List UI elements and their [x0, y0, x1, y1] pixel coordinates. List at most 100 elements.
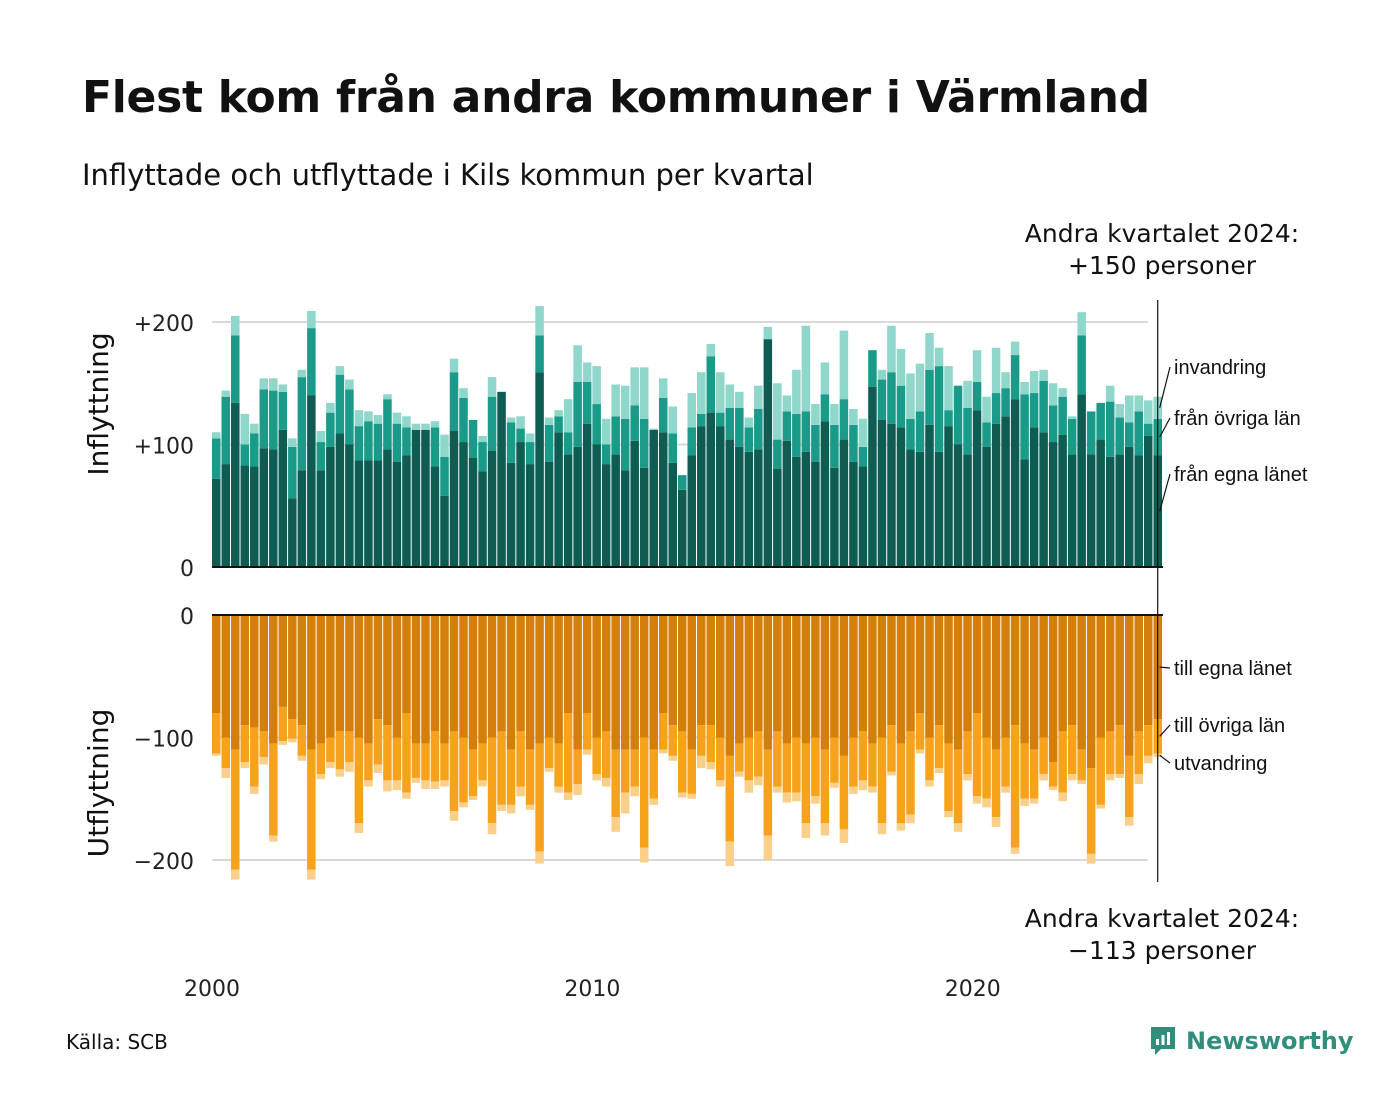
bar-in-other-counties — [811, 424, 820, 462]
callout-inflow-line2: +150 personer — [1068, 251, 1256, 280]
bar-out-other-counties — [411, 743, 421, 778]
bar-in-own-county — [421, 429, 430, 567]
series-label-top: från egna länet — [1174, 464, 1308, 486]
bar-in-own-county — [963, 454, 972, 567]
bar-in-own-county — [611, 454, 620, 567]
source-note: Källa: SCB — [66, 1030, 168, 1054]
y-axis-title-bottom: Utflyttning — [82, 709, 115, 858]
bar-out-emigration — [706, 762, 716, 770]
bar-out-own-county — [1143, 615, 1153, 726]
bar-in-immigration — [402, 416, 411, 428]
annotation-leader-top — [1159, 473, 1171, 512]
bar-in-other-counties — [744, 427, 754, 452]
bar-out-own-county — [925, 615, 934, 738]
bar-out-own-county — [392, 615, 402, 738]
bar-out-own-county — [1067, 615, 1077, 726]
bar-out-emigration — [1086, 853, 1096, 864]
bar-out-emigration — [383, 780, 392, 792]
bar-out-other-counties — [354, 737, 364, 824]
bar-in-other-counties — [1010, 355, 1020, 400]
bar-in-immigration — [573, 345, 582, 383]
bar-in-own-county — [1105, 456, 1115, 567]
bar-out-other-counties — [392, 737, 402, 781]
bar-in-immigration — [1020, 382, 1029, 395]
bar-in-own-county — [535, 372, 544, 567]
bar-in-other-counties — [402, 427, 411, 456]
bar-in-own-county — [1096, 439, 1105, 567]
bar-in-own-county — [335, 433, 345, 567]
bar-in-other-counties — [1105, 401, 1115, 457]
bar-out-other-counties — [563, 713, 573, 793]
bar-out-emigration — [773, 786, 782, 793]
bar-in-immigration — [963, 380, 972, 408]
bar-out-other-counties — [677, 731, 687, 793]
bar-out-other-counties — [991, 749, 1001, 818]
bar-in-own-county — [687, 455, 697, 567]
bar-in-other-counties — [1039, 380, 1048, 433]
bar-in-other-counties — [1029, 393, 1039, 428]
bar-in-immigration — [925, 333, 934, 370]
bar-out-emigration — [307, 869, 316, 880]
bar-out-own-county — [1096, 615, 1105, 738]
bar-out-other-counties — [1029, 749, 1039, 799]
bar-out-emigration — [582, 749, 592, 755]
bar-out-other-counties — [944, 743, 953, 812]
bar-out-own-county — [345, 615, 354, 732]
bar-out-own-county — [525, 615, 535, 750]
bar-in-immigration — [221, 390, 231, 397]
bar-out-other-counties — [735, 743, 744, 772]
bar-out-emigration — [250, 786, 259, 794]
bar-in-immigration — [1143, 400, 1153, 424]
bar-out-other-counties — [972, 713, 982, 797]
bar-in-immigration — [478, 435, 487, 443]
bar-in-other-counties — [639, 418, 649, 468]
bar-in-other-counties — [373, 423, 383, 461]
bar-out-other-counties — [1048, 762, 1058, 787]
bar-in-other-counties — [440, 456, 449, 496]
y-axis-title-top: Inflyttning — [82, 332, 115, 475]
bar-out-own-county — [411, 615, 421, 744]
callout-latest-inflow: Andra kvartalet 2024: +150 personer — [982, 218, 1342, 282]
bar-out-own-county — [839, 615, 849, 756]
bar-out-emigration — [906, 814, 915, 824]
bar-out-other-counties — [288, 719, 297, 739]
series-label-bottom: till egna länet — [1174, 658, 1292, 680]
x-tick-label: 2010 — [564, 977, 620, 1000]
bar-in-immigration — [991, 347, 1001, 394]
bar-in-own-county — [887, 423, 896, 567]
bar-out-other-counties — [982, 737, 991, 799]
bar-in-other-counties — [1020, 394, 1029, 460]
bar-out-emigration — [630, 786, 639, 797]
bar-out-own-county — [449, 615, 459, 732]
bar-in-other-counties — [620, 418, 630, 471]
bar-in-immigration — [820, 362, 830, 395]
bar-in-own-county — [1048, 442, 1058, 567]
bar-in-own-county — [839, 439, 849, 567]
bar-in-other-counties — [1058, 396, 1067, 435]
bar-in-own-county — [934, 451, 944, 567]
bar-in-other-counties — [906, 418, 915, 450]
bar-in-immigration — [525, 433, 535, 443]
bar-out-emigration — [364, 780, 373, 787]
bar-in-immigration — [944, 366, 953, 411]
bar-in-own-county — [725, 439, 735, 567]
bar-in-own-county — [1067, 454, 1077, 567]
bar-in-other-counties — [383, 399, 392, 450]
bar-out-own-county — [1001, 615, 1010, 738]
bar-in-own-county — [316, 470, 326, 567]
bar-out-own-county — [354, 615, 364, 738]
bar-in-own-county — [668, 462, 677, 568]
bar-in-immigration — [582, 362, 592, 383]
bar-out-emigration — [991, 817, 1001, 827]
bar-in-own-county — [573, 446, 582, 567]
bar-out-own-county — [487, 615, 497, 738]
bar-out-emigration — [649, 798, 658, 805]
bar-in-immigration — [1029, 371, 1039, 394]
bar-in-immigration — [697, 372, 706, 414]
bar-out-emigration — [516, 786, 525, 797]
bar-in-own-county — [792, 456, 801, 567]
bar-out-emigration — [934, 768, 944, 774]
bar-out-emigration — [478, 780, 487, 787]
bar-out-own-county — [383, 615, 392, 726]
bar-out-other-counties — [744, 737, 754, 781]
